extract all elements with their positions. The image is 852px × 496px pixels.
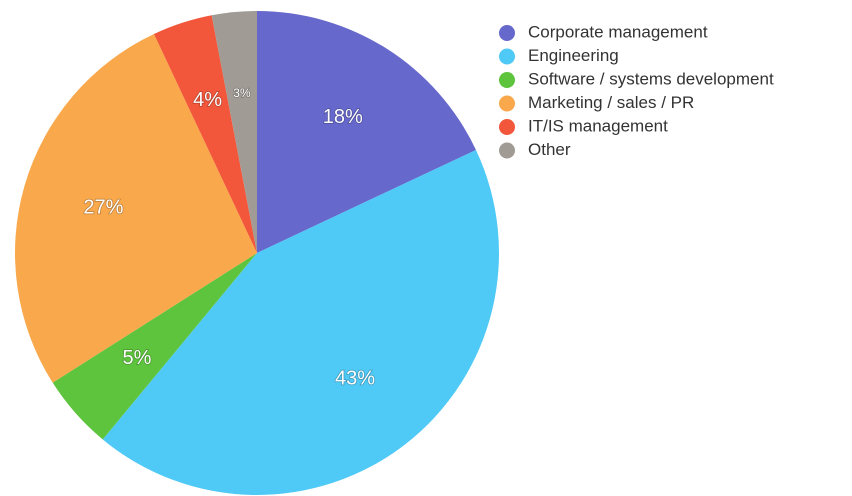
pie-slice [15,34,258,383]
slice-label: 4% [193,89,222,111]
slice-label: 18% [323,106,363,128]
legend-swatch [499,72,515,88]
pie-slice [211,11,257,253]
legend-text: Software / systems development [528,69,774,88]
legend-swatch [499,25,515,41]
legend-text: IT/IS management [528,116,668,135]
legend-swatch [499,142,515,159]
pie-slice [52,253,258,440]
legend-text: Marketing / sales / PR [528,93,694,112]
legend-text: Engineering [528,46,619,65]
pie-slice [102,149,499,495]
legend-swatch [499,48,515,65]
slice-label: 43% [335,368,375,390]
legend-swatch [499,95,515,112]
pie-slice [257,11,476,253]
slice-label: 3% [233,86,251,100]
legend-swatch [499,119,515,135]
slice-label: 27% [83,197,123,219]
legend-text: Corporate management [528,22,708,41]
legend-text: Other [528,140,571,159]
slice-label: 5% [123,347,152,369]
pie-slice [153,15,257,254]
